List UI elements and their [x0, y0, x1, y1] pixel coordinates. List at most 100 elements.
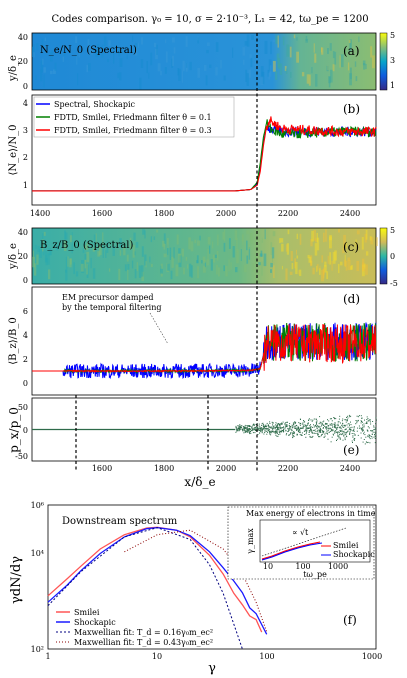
panel-e-point: [245, 427, 247, 429]
panel-e-point: [329, 423, 331, 425]
panel-e-point: [249, 433, 251, 435]
panel-e-point: [317, 433, 319, 435]
panel-e-point: [245, 431, 247, 433]
heatmap-texture-cell: [32, 256, 35, 268]
panel-e-point: [338, 435, 340, 437]
panel-e-point: [373, 426, 375, 428]
panel-e-point: [289, 429, 291, 431]
panel-e-point: [373, 429, 375, 431]
panel-c-heatmap: B_z/B_0 (Spectral) (c) y/δ_e 40 20 0 5 0…: [8, 226, 398, 288]
panel-e-point: [272, 424, 273, 426]
panel-e-point: [263, 426, 265, 428]
heatmap-texture-cell: [245, 69, 247, 82]
panel-e-point: [247, 425, 249, 427]
heatmap-texture-cell: [133, 232, 136, 241]
heatmap-texture-cell: [356, 230, 360, 235]
panel-e-point: [310, 429, 312, 431]
panel-e-point: [276, 435, 278, 437]
panel-e-point: [345, 429, 347, 430]
heatmap-texture-cell: [260, 76, 264, 86]
heatmap-texture-cell: [82, 248, 85, 253]
panel-e-point: [265, 430, 267, 432]
panel-e-point: [310, 424, 311, 426]
heatmap-texture-cell: [65, 232, 68, 240]
heatmap-texture-cell: [225, 266, 228, 277]
heatmap-texture-cell: [126, 54, 128, 59]
panel-e-point: [334, 418, 336, 420]
panel-e-point: [363, 431, 365, 433]
panel-e-point: [266, 428, 268, 430]
panel-e-point: [330, 430, 332, 432]
panel-e-point: [268, 431, 270, 433]
heatmap-texture-cell: [332, 64, 335, 72]
panel-e-point: [324, 425, 326, 427]
panel-b-legend-box: [33, 96, 235, 138]
heatmap-texture-cell: [289, 46, 292, 58]
panel-e-point: [362, 426, 364, 428]
panel-b-ytick-2: 2: [23, 153, 28, 162]
heatmap-texture-cell: [199, 235, 201, 241]
heatmap-texture-cell: [338, 229, 340, 233]
panel-e-point: [307, 422, 309, 424]
panel-e-point: [244, 431, 246, 433]
panel-e-point: [360, 428, 362, 430]
panel-e-point: [312, 426, 314, 428]
heatmap-texture-cell: [273, 265, 275, 279]
panel-e-point: [236, 429, 238, 431]
panel-e-point: [287, 430, 289, 432]
panel-e-point: [376, 419, 377, 421]
panel-e-point: [310, 428, 312, 430]
heatmap-texture-cell: [248, 247, 251, 260]
heatmap-texture-cell: [71, 232, 73, 246]
heatmap-texture-cell: [42, 58, 44, 65]
panel-e-point: [240, 427, 242, 429]
panel-e-point: [334, 424, 336, 426]
heatmap-texture-cell: [203, 259, 206, 264]
panel-e-point: [235, 431, 237, 433]
panel-f-ytick-1e4: 10⁴: [31, 549, 44, 558]
panel-e-point: [298, 431, 300, 433]
panel-e-point: [337, 425, 339, 427]
panel-f-xlabel: γ: [208, 661, 216, 676]
heatmap-texture-cell: [103, 36, 107, 47]
panel-e-point: [291, 424, 293, 426]
heatmap-texture-cell: [282, 36, 285, 46]
panel-d-ytick-4: 4: [23, 331, 28, 340]
heatmap-texture-cell: [185, 36, 188, 47]
panel-e-point: [267, 431, 268, 433]
heatmap-texture-cell: [176, 234, 179, 245]
panel-e-point: [245, 431, 247, 433]
panel-e-point: [308, 430, 310, 431]
panel-e-point: [272, 431, 274, 433]
heatmap-texture-cell: [220, 60, 222, 69]
panel-e-point: [310, 419, 312, 421]
panel-e-point: [302, 427, 304, 429]
heatmap-texture-cell: [134, 269, 137, 279]
panel-e-point: [285, 434, 287, 436]
panel-e-point: [294, 427, 296, 429]
heatmap-texture-cell: [182, 60, 185, 72]
panel-e-point: [319, 421, 321, 423]
panel-e-point: [354, 439, 355, 441]
panel-e-point: [285, 426, 287, 427]
panel-e-scatter: (e) p_x/p_0 50 0 -50 1600 1800 2000 2200…: [7, 397, 377, 489]
heatmap-texture-cell: [277, 35, 279, 48]
panel-e-ytick-0: 0: [23, 426, 28, 435]
heatmap-texture-cell: [209, 64, 212, 68]
panel-e-point: [364, 434, 366, 436]
panel-e-point: [310, 429, 312, 431]
heatmap-texture-cell: [272, 61, 276, 72]
heatmap-texture-cell: [140, 59, 144, 68]
panel-e-point: [359, 427, 360, 429]
heatmap-texture-cell: [84, 254, 87, 260]
panel-e-point: [334, 423, 336, 425]
heatmap-texture-cell: [98, 245, 102, 256]
panel-e-point: [320, 431, 321, 433]
panel-e-point: [247, 428, 249, 430]
panel-e-point: [366, 421, 368, 423]
heatmap-texture-cell: [43, 67, 46, 73]
panel-e-point: [340, 434, 342, 436]
panel-a-inset-label: N_e/N_0 (Spectral): [40, 45, 137, 56]
panel-e-point: [236, 430, 238, 432]
panel-e-point: [299, 429, 301, 431]
